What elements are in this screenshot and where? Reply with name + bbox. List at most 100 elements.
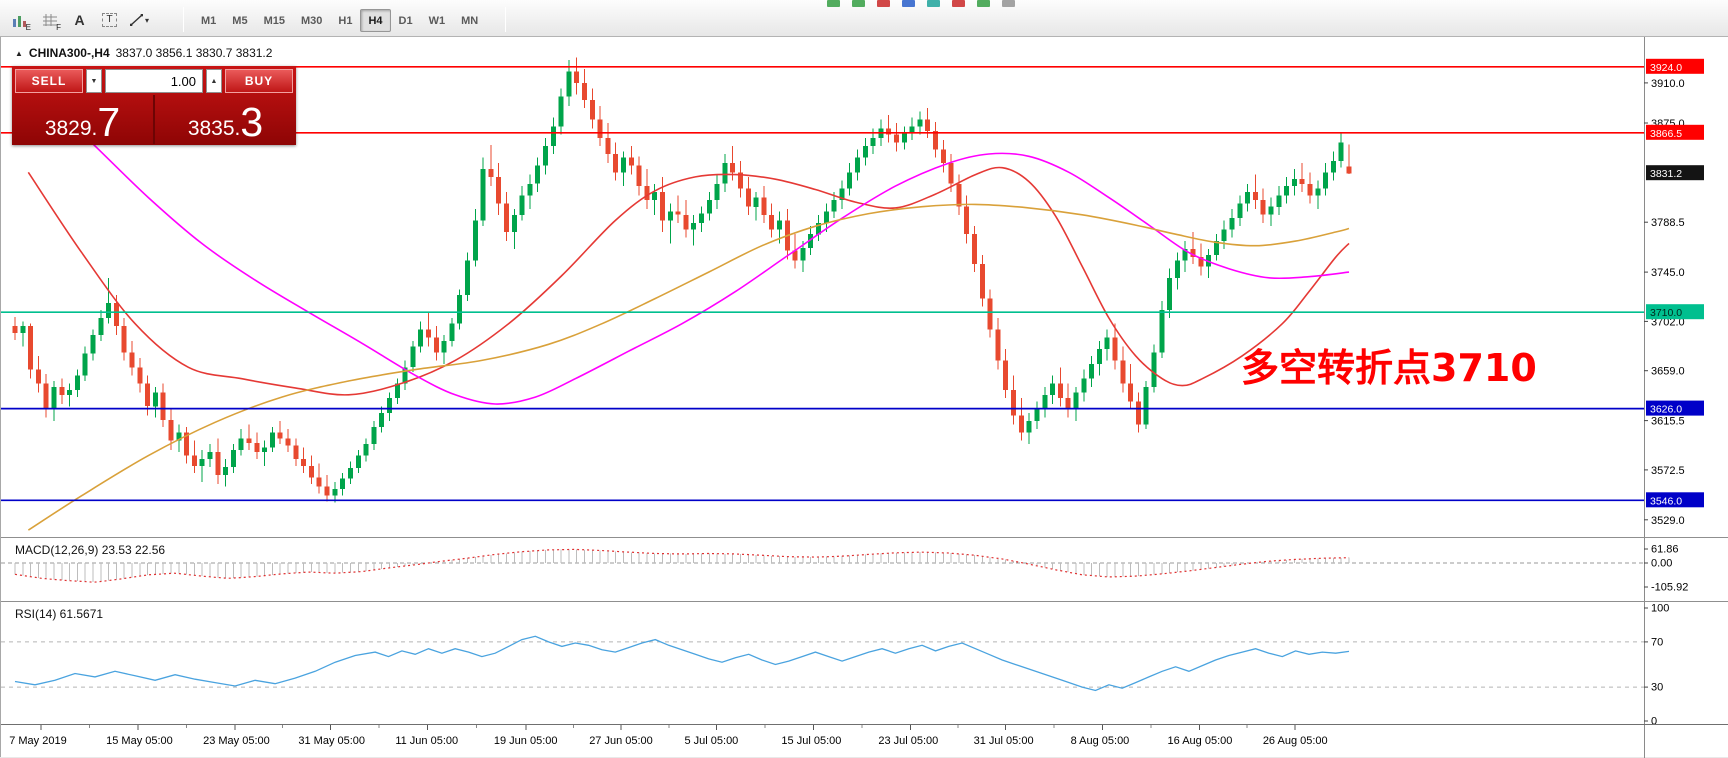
macd-chart[interactable]: 61.86 0.00 -105.92 [1,538,1728,602]
time-label: 15 May 05:00 [106,735,173,747]
bar-chart-button[interactable]: E [6,8,33,32]
chart-window: 3910.0 3875.0 3788.5 3745.0 3702.0 3659.0 3615… [0,37,1728,758]
axis-price-label: 3529.0 [1651,515,1685,527]
ma-orange-line[interactable] [27,203,1350,531]
rsi-panel: 100 70 30 0 RSI(14) 61.5671 [1,601,1728,725]
macd-axis-label: 61.86 [1651,544,1679,556]
grid-button[interactable]: F [36,8,63,32]
trade-panel-prices: 3829. 7 3835. 3 [12,95,296,144]
sell-price-small: 3829. [44,117,98,140]
symbol-ohlc: 3837.0 3856.1 3830.7 3831.2 [115,46,273,60]
timeframe-button-d1[interactable]: D1 [391,9,421,32]
text-label-icon: A [74,12,85,28]
shapes-button[interactable]: ▾ [126,8,153,32]
axis-price-badge: 3866.5 [1650,128,1682,140]
timeframe-button-m30[interactable]: M30 [293,9,330,32]
text-box-button[interactable]: T [96,8,123,32]
toolbar: E F A T ▾ M1 M5 M15 M30 H [0,0,1728,37]
axis-price-label: 3659.0 [1651,366,1685,378]
timeframe-button-h4[interactable]: H4 [360,9,391,32]
rsi-label: RSI(14) 61.5671 [15,607,104,621]
rsi-axis-label: 100 [1651,603,1669,615]
rsi-axis-label: 70 [1651,636,1663,648]
time-label: 15 Jul 05:00 [781,735,842,747]
bar-chart-sub-label: E [25,23,31,32]
text-box-icon: T [102,13,117,27]
trade-panel-controls: SELL ▼ ▲ BUY [12,66,296,93]
time-label: 27 Jun 05:00 [589,735,653,747]
sell-button[interactable]: SELL [15,69,83,93]
buy-price-small: 3835. [187,117,241,140]
sell-price-big: 7 [97,99,121,146]
macd-signal-line [14,548,1350,583]
sell-price-display[interactable]: 3829. 7 [12,95,153,144]
macd-label: MACD(12,26,9) 23.53 22.56 [15,543,166,557]
time-label: 7 May 2019 [9,735,67,747]
time-label: 11 Jun 05:00 [395,735,459,747]
timeframe-button-m15[interactable]: M15 [256,9,293,32]
toolbar-separator [505,7,506,32]
timeframe-button-m5[interactable]: M5 [224,9,255,32]
buy-price-big: 3 [240,99,264,146]
axis-price-label: 3910.0 [1651,78,1685,90]
time-label: 8 Aug 05:00 [1070,735,1130,747]
volume-decrease-button[interactable]: ▼ [86,69,102,93]
clipped-icon[interactable] [977,0,990,7]
axis-price-badge: 3626.0 [1650,404,1682,416]
time-label: 31 May 05:00 [298,735,366,747]
grid-sub-label: F [56,23,61,32]
time-label: 16 Aug 05:00 [1167,735,1233,747]
timeframe-button-mn[interactable]: MN [453,9,486,32]
clipped-icon[interactable] [877,0,890,7]
axis-price-badge: 3831.2 [1650,168,1682,180]
macd-panel: 61.86 0.00 -105.92 MACD(12,26,9) 23.53 22.… [1,537,1728,602]
timeframe-group: M1 M5 M15 M30 H1 H4 D1 W1 MN [193,9,486,32]
macd-axis-label: 0.00 [1651,558,1672,570]
rsi-axis-label: 0 [1651,716,1657,726]
chevron-down-icon: ▾ [144,15,149,25]
macd-axis-label: -105.92 [1651,582,1688,594]
axis-price-label: 3745.0 [1651,267,1685,279]
time-axis-ticks [40,725,1645,758]
axis-price-label: 3615.5 [1651,416,1685,428]
time-label: 23 Jul 05:00 [878,735,939,747]
time-axis[interactable]: 7 May 2019 15 May 05:00 23 May 05:00 31 May… [1,724,1728,758]
axis-price-badge: 3710.0 [1650,307,1682,319]
clipped-icon[interactable] [1002,0,1015,7]
timeframe-button-w1[interactable]: W1 [421,9,454,32]
clipped-toolbar-icons [827,0,1015,7]
rsi-chart[interactable]: 100 70 30 0 [1,602,1728,725]
bar-chart-icon [13,15,26,27]
candles [12,57,1352,503]
axis-price-label: 3788.5 [1651,217,1685,229]
axis-price-label: 3702.0 [1651,316,1685,328]
clipped-icon[interactable] [852,0,865,7]
volume-increase-button[interactable]: ▲ [206,69,222,93]
text-label-button[interactable]: A [66,8,93,32]
volume-input[interactable] [105,69,203,93]
one-click-trade-panel: SELL ▼ ▲ BUY 3829. 7 3835. 3 [12,66,296,145]
price-chart-panel: 3910.0 3875.0 3788.5 3745.0 3702.0 3659.0 3615… [1,37,1728,537]
clipped-icon[interactable] [827,0,840,7]
clipped-icon[interactable] [952,0,965,7]
symbol-name: CHINA300-,H4 [28,46,110,60]
price-divider [153,95,155,144]
rsi-axis-label: 30 [1651,682,1663,694]
trendline-icon [129,14,143,26]
axis-price-badge: 3924.0 [1650,62,1682,74]
clipped-icon[interactable] [902,0,915,7]
axis-price-label: 3572.5 [1651,465,1685,477]
macd-histogram [14,549,1350,583]
timeframe-button-h1[interactable]: H1 [330,9,360,32]
clipped-icon[interactable] [927,0,940,7]
time-label: 19 Jun 05:00 [493,735,558,747]
axis-price-badge: 3546.0 [1650,495,1682,507]
time-label: 23 May 05:00 [203,735,270,747]
chart-annotation-text: 多空转折点3710 [1241,346,1537,390]
rsi-line [14,635,1350,692]
time-label: 5 Jul 05:00 [684,735,739,747]
buy-price-display[interactable]: 3835. 3 [155,95,296,144]
grid-icon [42,14,57,26]
timeframe-button-m1[interactable]: M1 [193,9,224,32]
buy-button[interactable]: BUY [225,69,293,93]
